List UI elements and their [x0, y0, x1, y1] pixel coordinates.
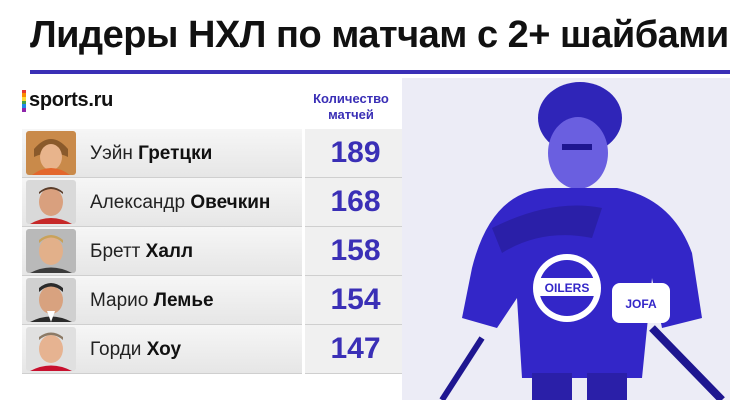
- player-name: Уэйн Гретцки: [90, 143, 213, 164]
- player-cell: Горди Хоу: [22, 325, 302, 374]
- column-header-line2: матчей: [328, 107, 374, 122]
- brand-color-bar-icon: [22, 89, 26, 112]
- matches-count: 168: [330, 185, 381, 218]
- player-avatar: [26, 327, 76, 371]
- matches-count: 158: [330, 234, 381, 267]
- matches-count: 147: [330, 332, 381, 365]
- table-row: Бретт Халл 158: [22, 227, 406, 276]
- player-cell: Бретт Халл: [22, 227, 302, 276]
- jersey-logo-text: OILERS: [545, 281, 590, 295]
- hockey-player-photo: OILERS JOFA: [402, 78, 730, 400]
- page-title: Лидеры НХЛ по матчам с 2+ шайбами: [30, 14, 729, 56]
- player-avatar: [26, 278, 76, 322]
- value-cell: 158: [305, 227, 406, 276]
- title-divider: [30, 70, 730, 74]
- table-row: Уэйн Гретцки 189: [22, 129, 406, 178]
- value-cell: 189: [305, 129, 406, 178]
- leaders-table: Уэйн Гретцки 189 Александр Овечкин 168: [22, 129, 406, 374]
- table-row: Александр Овечкин 168: [22, 178, 406, 227]
- player-name: Марио Лемье: [90, 290, 214, 311]
- player-avatar: [26, 180, 76, 224]
- player-cell: Марио Лемье: [22, 276, 302, 325]
- column-header-matches: Количество матчей: [296, 91, 406, 123]
- player-name: Горди Хоу: [90, 339, 182, 360]
- matches-count: 189: [330, 136, 381, 169]
- glove-text: JOFA: [625, 297, 657, 311]
- value-cell: 154: [305, 276, 406, 325]
- player-avatar: [26, 131, 76, 175]
- table-row: Горди Хоу 147: [22, 325, 406, 374]
- column-header-line1: Количество: [313, 91, 389, 106]
- player-cell: Александр Овечкин: [22, 178, 302, 227]
- value-cell: 168: [305, 178, 406, 227]
- brand-logo: sports.ru: [22, 89, 113, 112]
- table-row: Марио Лемье 154: [22, 276, 406, 325]
- player-cell: Уэйн Гретцки: [22, 129, 302, 178]
- matches-count: 154: [330, 283, 381, 316]
- brand-name: sports.ru: [29, 89, 113, 111]
- value-cell: 147: [305, 325, 406, 374]
- player-name: Бретт Халл: [90, 241, 194, 262]
- player-name: Александр Овечкин: [90, 192, 271, 213]
- player-avatar: [26, 229, 76, 273]
